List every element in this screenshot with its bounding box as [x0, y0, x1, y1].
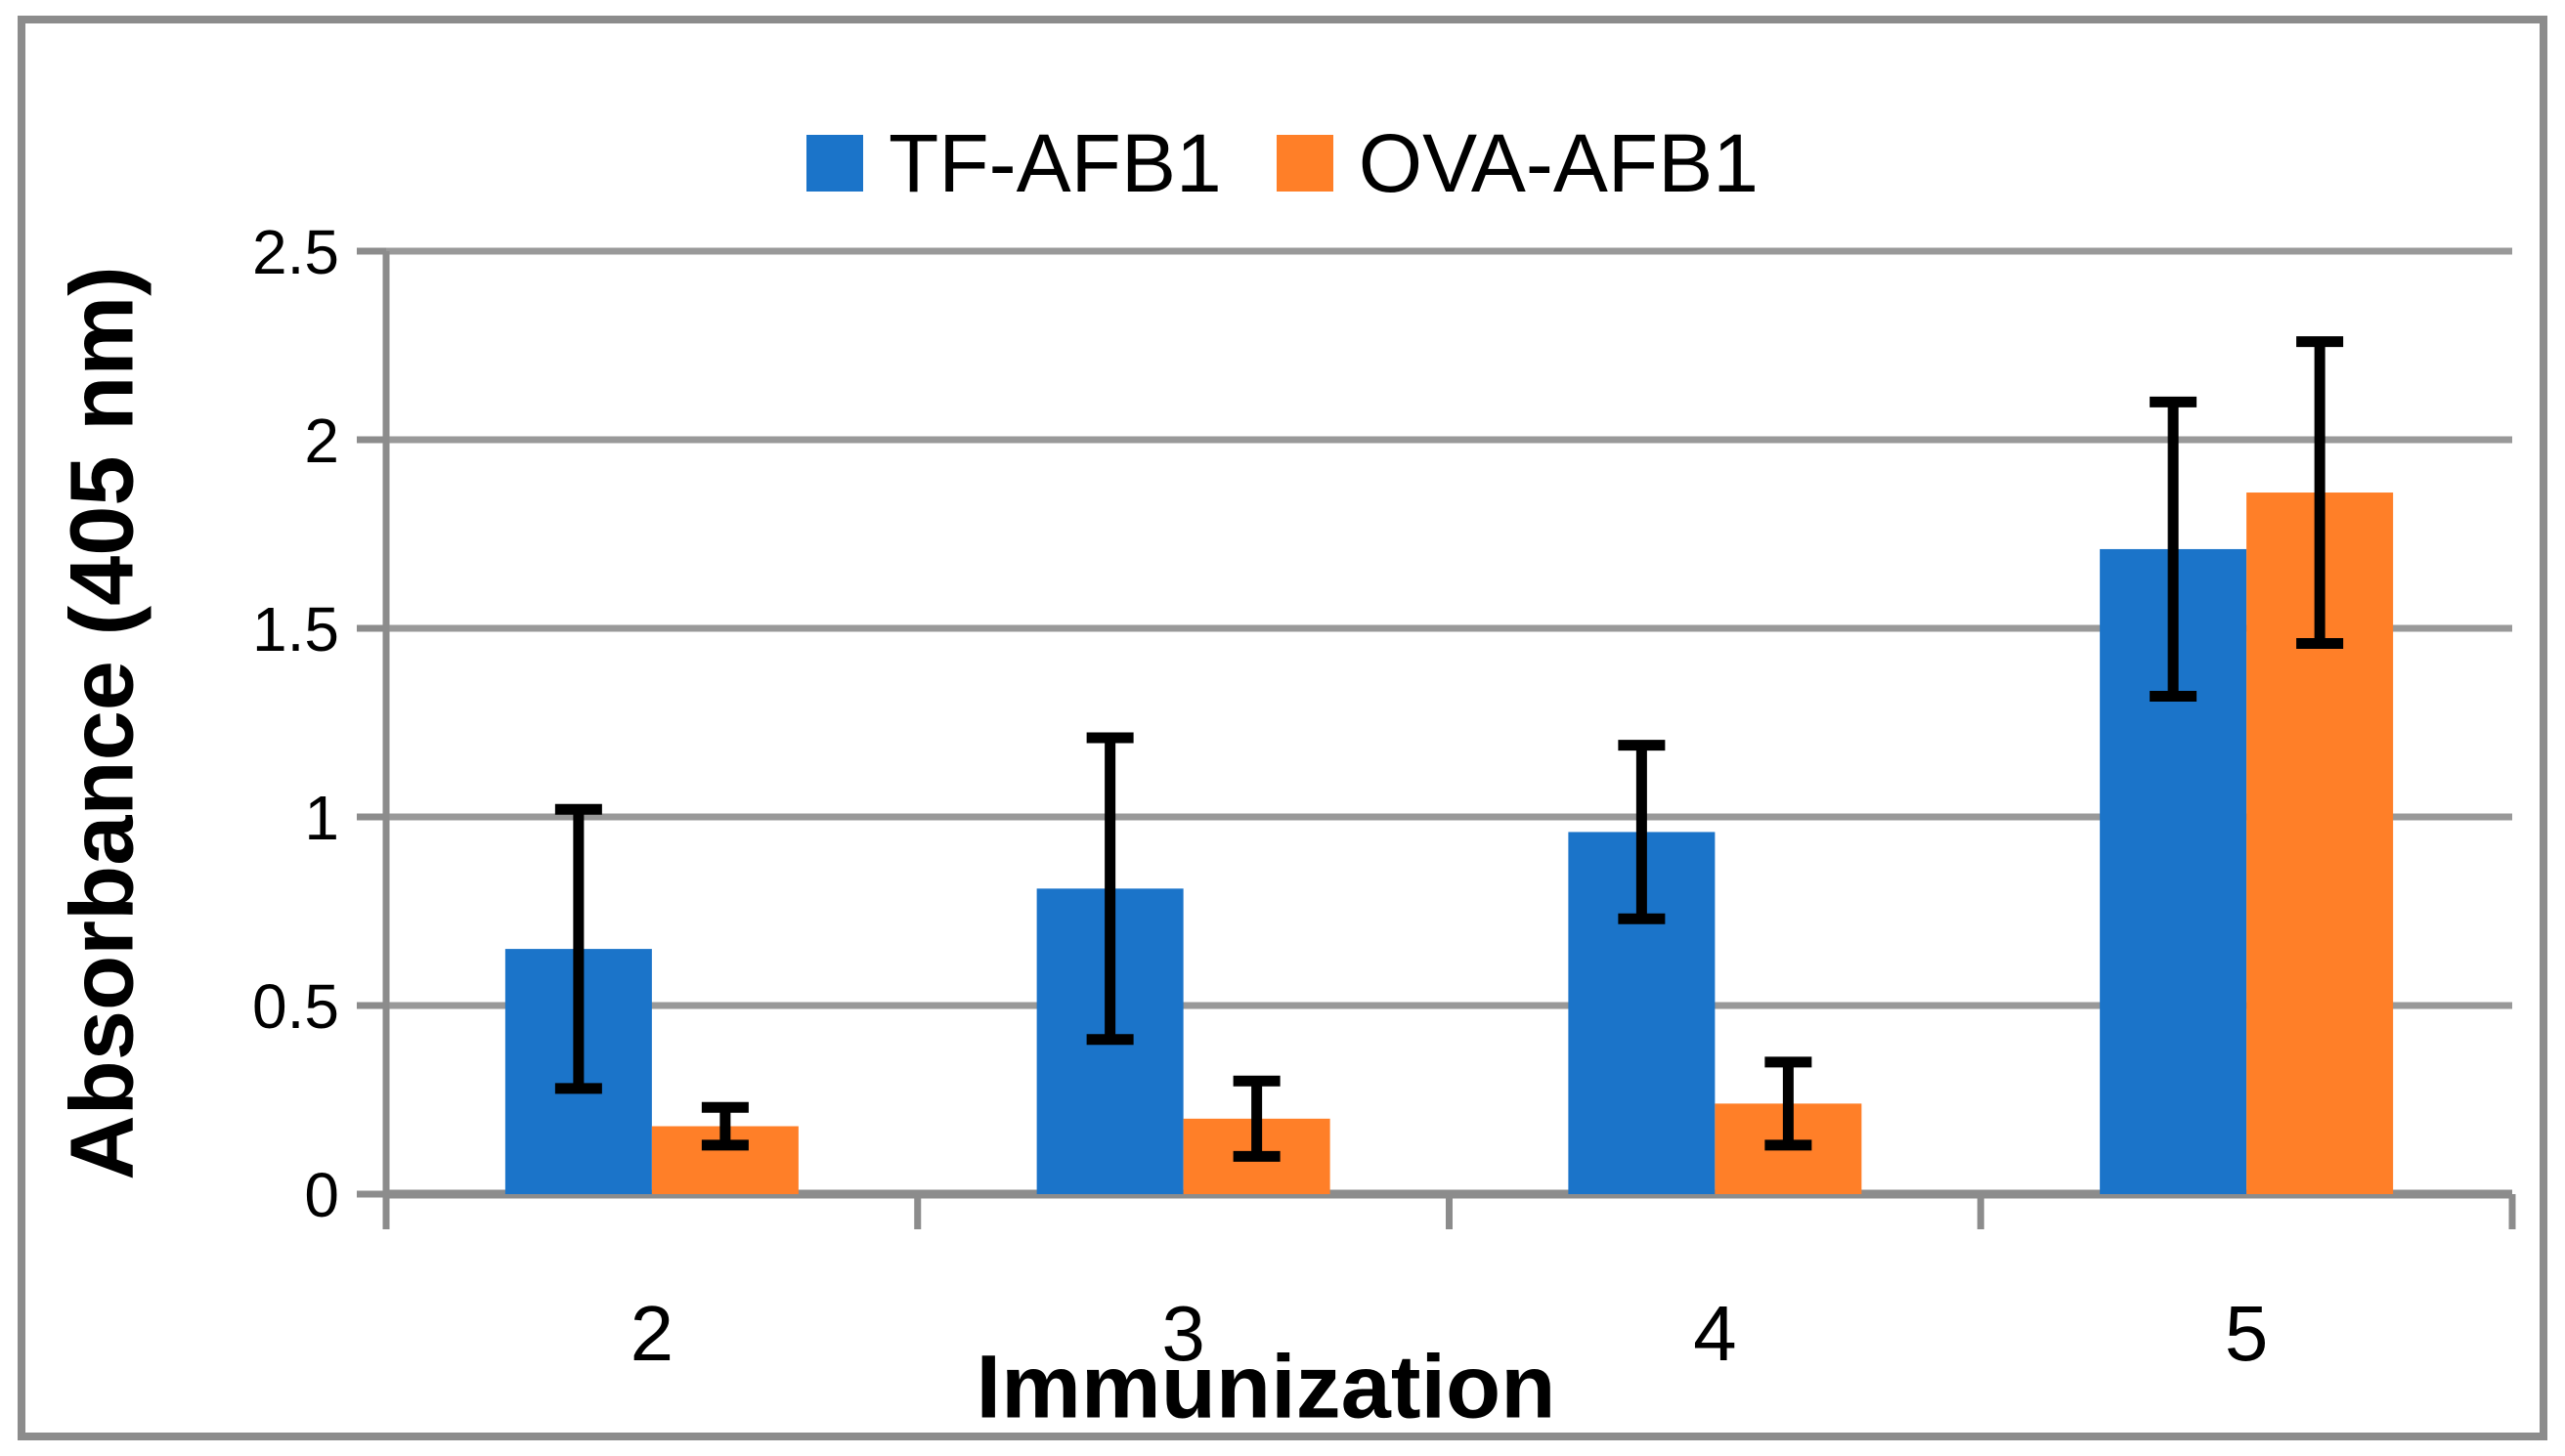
- legend-item-ova-afb1: OVA-AFB1: [1276, 117, 1759, 209]
- y-axis-title: Absorbance (405 nm): [52, 266, 152, 1180]
- legend-swatch-ova-afb1: [1276, 135, 1333, 192]
- y-tick-label: 1: [304, 783, 339, 853]
- y-tick-label: 0.5: [252, 971, 339, 1042]
- chart-legend: TF-AFB1 OVA-AFB1: [0, 109, 2565, 217]
- y-tick-label: 2: [304, 406, 339, 476]
- y-tick-label: 1.5: [252, 594, 339, 664]
- x-category-label: 3: [1161, 1290, 1205, 1377]
- legend-swatch-tf-afb1: [806, 135, 864, 192]
- y-tick-label: 2.5: [252, 217, 339, 287]
- x-category-label: 4: [1693, 1290, 1737, 1377]
- x-axis-title: Immunization: [976, 1337, 1556, 1437]
- x-category-label: 5: [2225, 1290, 2269, 1377]
- x-category-label: 2: [630, 1290, 674, 1377]
- legend-label-ova-afb1: OVA-AFB1: [1358, 117, 1759, 209]
- legend-label-tf-afb1: TF-AFB1: [889, 117, 1222, 209]
- y-tick-label: 0: [304, 1160, 339, 1230]
- legend-item-tf-afb1: TF-AFB1: [806, 122, 1222, 204]
